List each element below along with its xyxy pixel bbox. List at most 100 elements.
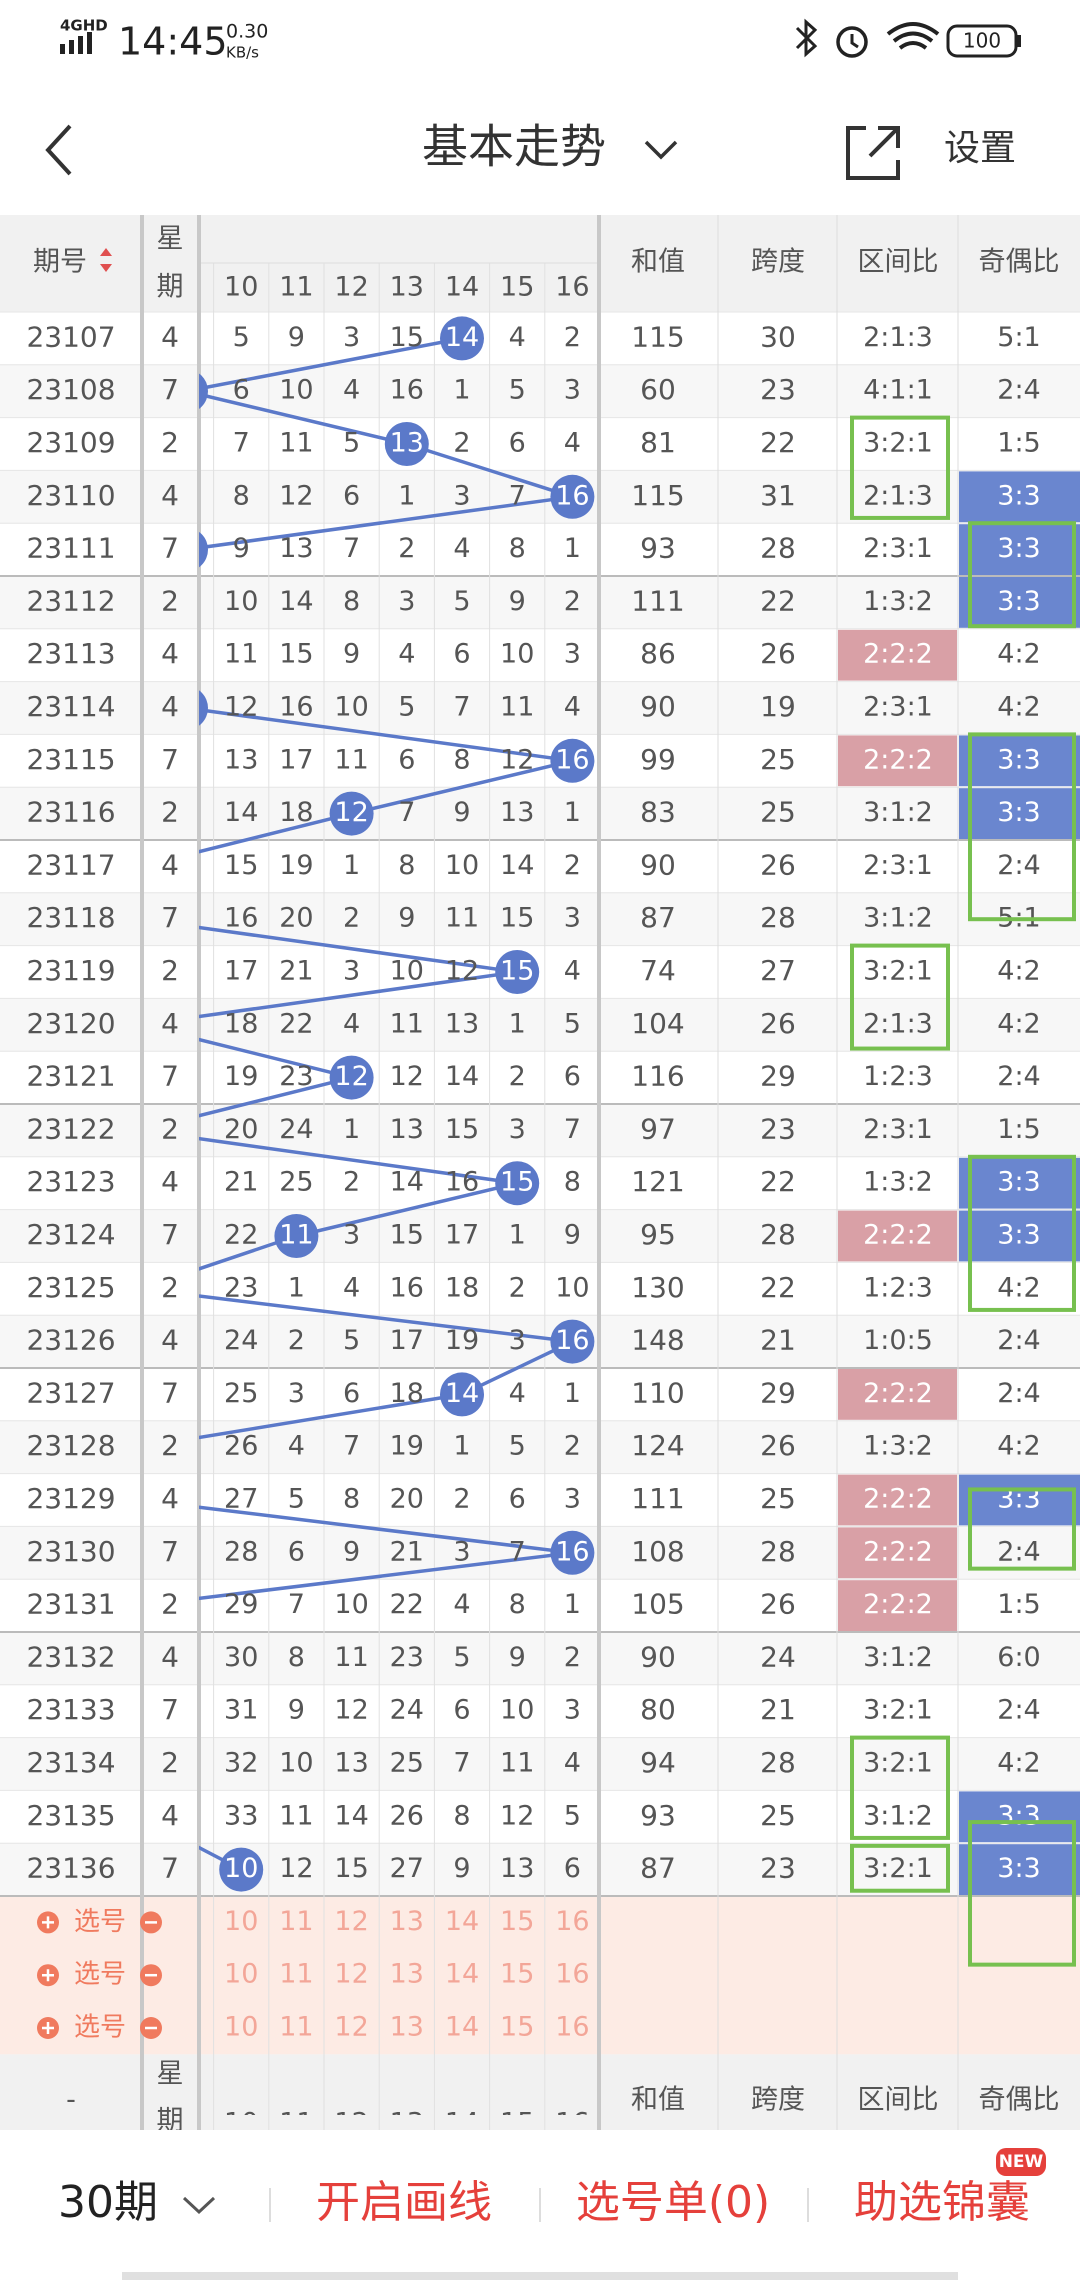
trend-line [406,442,573,499]
page-title[interactable]: 基本走势 [422,120,606,174]
number-cell: 1 [564,533,581,564]
span: 22 [760,1165,796,1198]
odd-even-ratio: 4:2 [997,1431,1040,1462]
select-number[interactable]: 13 [390,2012,424,2043]
number-column-header: 14 [445,272,479,303]
select-number[interactable]: 16 [555,2012,589,2043]
select-number[interactable]: 16 [555,1906,589,1937]
number-cell: 4 [564,956,581,987]
odd-even-ratio: 2:4 [997,1325,1040,1356]
select-label: 选号 [74,1960,126,1990]
trend-line [199,1234,297,1271]
select-number[interactable]: 12 [334,1959,368,1990]
odd-even-ratio: 4:2 [997,1008,1040,1039]
add-icon[interactable] [42,1916,54,1929]
add-icon[interactable] [42,1969,54,1982]
number-cell: 10 [390,956,424,987]
number-cell: 9 [343,639,360,670]
zone-ratio: 3:1:2 [863,797,933,828]
number-cell: 27 [390,1853,424,1884]
footer-numbers: 910111213141516 [224,2108,590,2116]
number-cell: 6 [564,1853,581,1884]
title-dropdown[interactable] [644,140,678,160]
drawn-box [850,415,950,520]
number-cell: 13 [334,1748,368,1779]
hit-ball [550,1530,595,1575]
number-cell: 4 [509,1378,526,1409]
select-number[interactable]: 14 [445,2012,479,2043]
number-cell: 12 [279,480,313,511]
number-cell: 3 [398,586,415,617]
number-column-header: 11 [279,272,313,303]
number-column-header: 15 [500,272,534,303]
number-cell: 2 [343,903,360,934]
sort-icon[interactable] [100,248,112,272]
select-number[interactable]: 15 [500,1959,534,1990]
number-cell: 10 [555,1272,589,1303]
select-number[interactable]: 12 [334,2012,368,2043]
assistant-button[interactable]: 助选锦囊 [854,2177,1030,2228]
span: 25 [760,1482,796,1515]
number-cell: 16 [390,375,424,406]
select-number[interactable]: 10 [224,2012,258,2043]
number-cell: 23 [224,1272,258,1303]
odd-even-ratio: 4:2 [997,692,1040,723]
sum: 93 [640,532,676,565]
alarm-hands [850,34,859,49]
select-number[interactable]: 14 [445,1906,479,1937]
select-number[interactable]: 14 [445,1959,479,1990]
number-cell: 18 [224,1008,258,1039]
number-cell: 22 [390,1589,424,1620]
hit-ball [550,1319,595,1364]
zone-highlight [838,1580,957,1631]
add-icon[interactable] [42,2022,54,2034]
select-number[interactable]: 11 [279,1959,313,1990]
zone-ratio: 2:2:2 [863,1220,933,1251]
zone-ratio: 2:2:2 [863,1378,933,1409]
select-number[interactable]: 16 [555,1959,589,1990]
period-dropdown[interactable] [182,2196,216,2215]
select-number[interactable]: 11 [279,2012,313,2043]
sum: 121 [631,1165,684,1198]
speed-unit: KB/s [226,44,259,62]
sum: 94 [640,1746,676,1779]
select-number[interactable]: 10 [224,1959,258,1990]
zone-ratio: 1:3:2 [863,1431,933,1462]
number-cell: 7 [233,428,250,459]
number-cell: 7 [509,480,526,511]
selection-list-button[interactable]: 选号单(0) [576,2177,770,2228]
number-cell: 3 [343,1220,360,1251]
select-number[interactable]: 10 [224,1906,258,1937]
number-cell: 5 [343,428,360,459]
weekday: 7 [161,901,179,934]
number-cell: 15 [500,956,534,987]
select-number[interactable]: 15 [500,2012,534,2043]
weekday: 7 [161,1693,179,1726]
number-cell: 3 [564,639,581,670]
back-button[interactable] [45,124,72,176]
select-number[interactable]: 13 [390,1906,424,1937]
number-cell: 13 [279,533,313,564]
sum: 116 [631,1060,684,1093]
select-number[interactable]: 12 [334,1906,368,1937]
select-number[interactable]: 11 [279,1906,313,1937]
share-button[interactable] [846,126,900,180]
settings-button[interactable]: 设置 [944,128,1016,169]
weekday: 4 [161,1007,179,1040]
time: 14:45 [118,20,228,64]
draw-lines-button[interactable]: 开启画线 [316,2177,492,2228]
row-bg [0,1262,1080,1316]
number-cell: 7 [288,1589,305,1620]
number-cell: 33 [224,1800,258,1831]
span: 24 [760,1640,796,1673]
weekday: 2 [161,1271,179,1304]
select-number[interactable]: 15 [500,1906,534,1937]
sum: 148 [631,1324,684,1357]
number-cell: 2 [398,533,415,564]
select-number[interactable]: 13 [390,1959,424,1990]
number-cell: 8 [509,533,526,564]
row-bg [0,1315,1080,1368]
zone-ratio: 2:2:2 [863,1536,933,1567]
number-cell: 16 [555,480,589,511]
network: 4GHD [60,17,108,35]
